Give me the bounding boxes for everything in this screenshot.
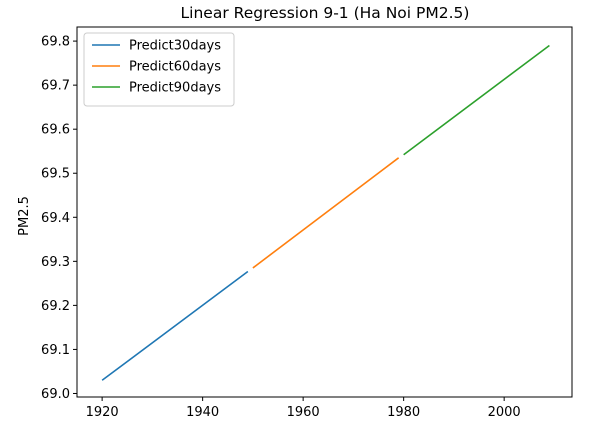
x-tick-label: 1980 xyxy=(387,405,420,420)
y-axis: 69.0 69.1 69.2 69.3 69.4 69.5 69.6 69.7 69.8 xyxy=(41,35,77,402)
y-tick-label: 69.4 xyxy=(41,211,70,226)
plot-frame xyxy=(76,26,573,398)
y-axis-label: PM2.5 xyxy=(17,196,32,236)
series-line-predict60days xyxy=(252,157,400,269)
x-tick-label: 1920 xyxy=(86,405,119,420)
y-tick-label: 69.0 xyxy=(41,387,70,402)
y-tick-label: 69.2 xyxy=(41,299,70,314)
legend-label: Predict90days xyxy=(129,81,221,96)
x-tick-label: 1940 xyxy=(186,405,219,420)
series-line-predict90days xyxy=(403,44,550,156)
y-tick-label: 69.3 xyxy=(41,255,70,270)
y-tick-label: 69.5 xyxy=(41,167,70,182)
legend: Predict30days Predict60days Predict90days xyxy=(83,32,235,107)
chart-title: Linear Regression 9-1 (Ha Noi PM2.5) xyxy=(181,4,470,22)
x-axis: 1920 1940 1960 1980 2000 xyxy=(86,397,521,420)
y-tick-label: 69.8 xyxy=(41,35,70,50)
plot-area xyxy=(101,44,550,381)
x-tick-label: 2000 xyxy=(488,405,521,420)
y-tick-label: 69.1 xyxy=(41,343,70,358)
series-line-predict30days xyxy=(101,270,249,381)
x-tick-label: 1960 xyxy=(287,405,320,420)
legend-label: Predict60days xyxy=(129,60,221,75)
legend-label: Predict30days xyxy=(129,39,221,54)
y-tick-label: 69.7 xyxy=(41,79,70,94)
y-tick-label: 69.6 xyxy=(41,123,70,138)
legend-box xyxy=(83,32,235,107)
